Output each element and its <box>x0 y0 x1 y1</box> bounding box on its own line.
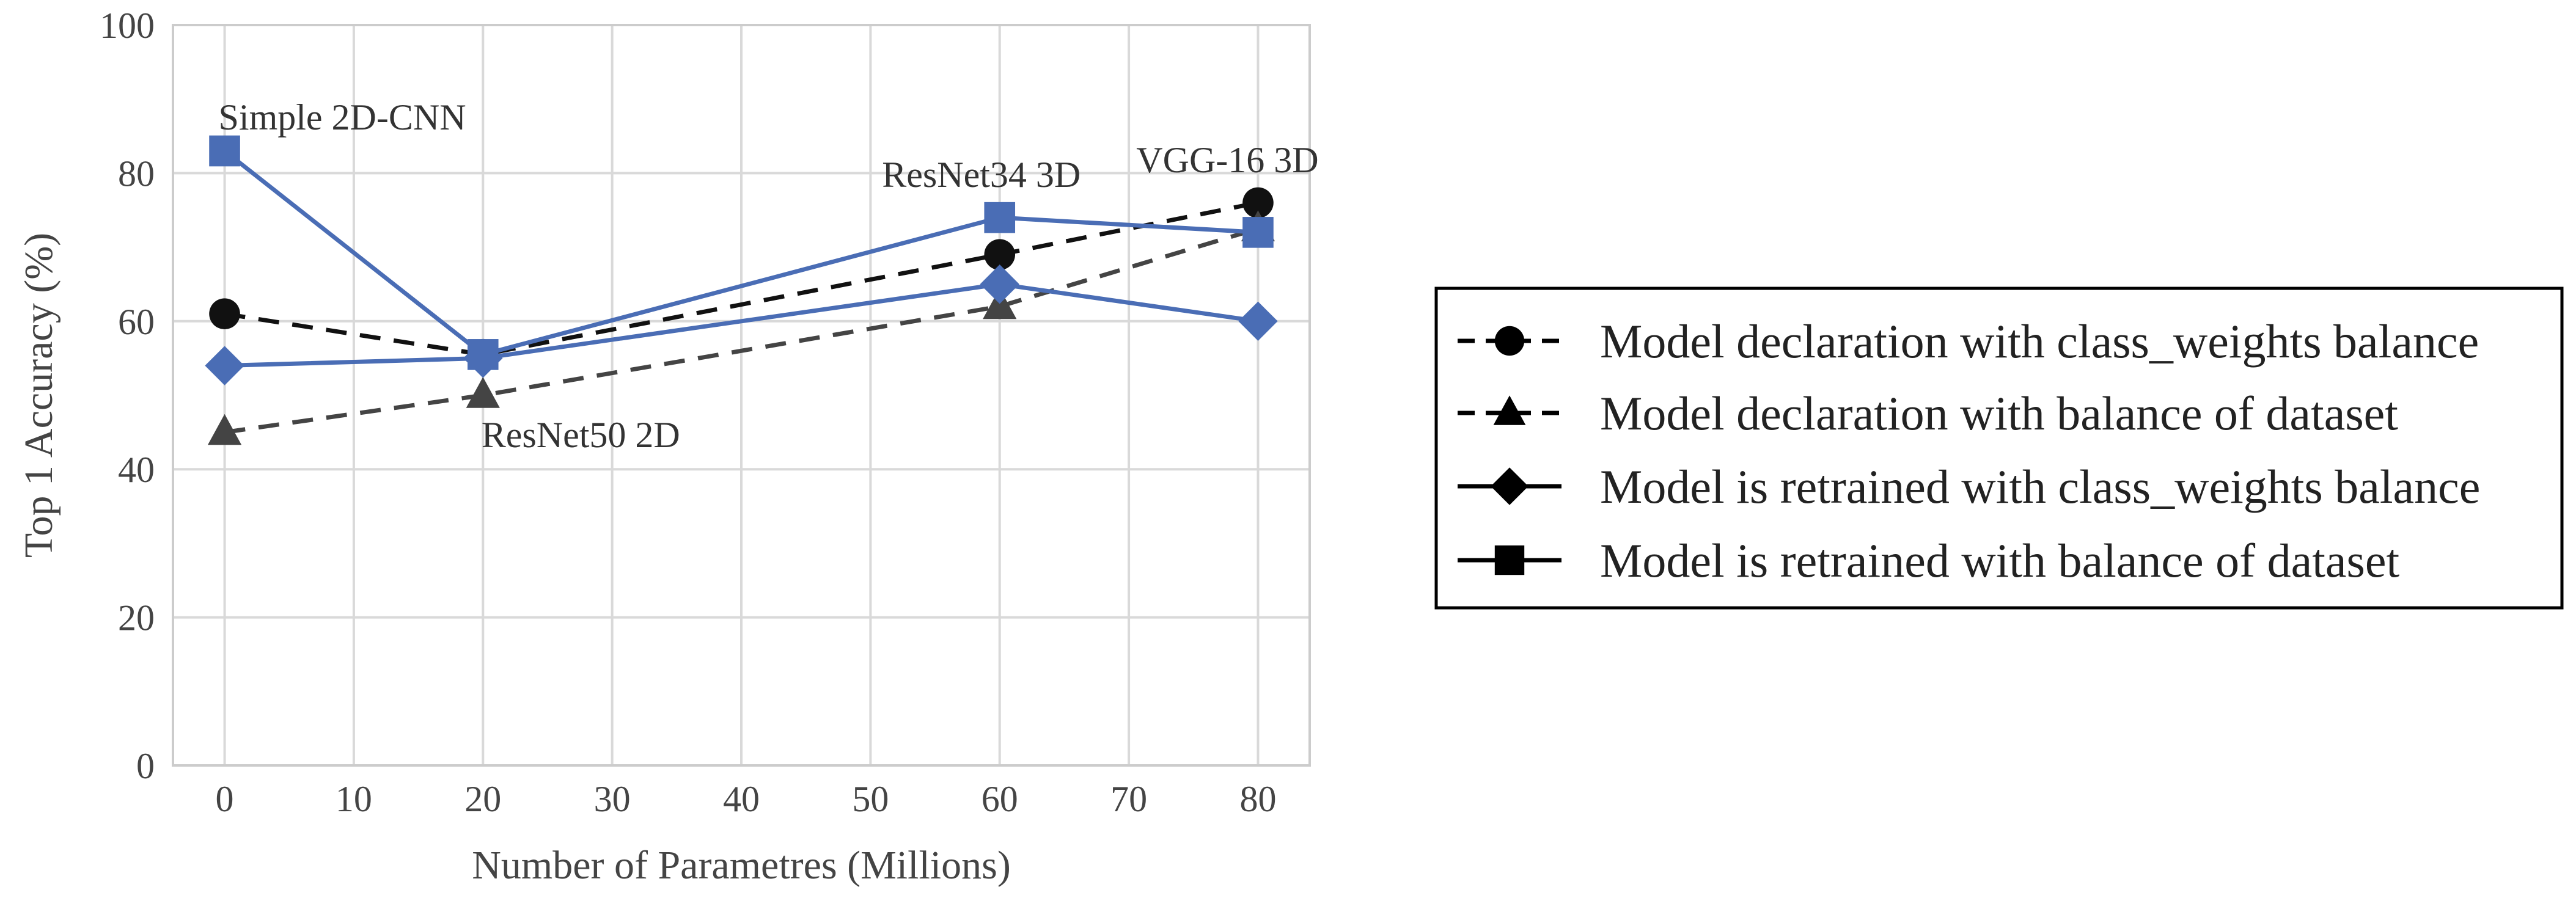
series-1-point <box>1242 187 1274 219</box>
y-tick-label: 0 <box>136 746 155 786</box>
x-axis-label: Number of Parametres (Millions) <box>472 843 1011 888</box>
y-tick-label: 60 <box>118 302 155 342</box>
legend-item-2: Model declaration with balance of datase… <box>1458 387 2398 440</box>
series-layer <box>205 135 1278 445</box>
legend-item-1: Model declaration with class_weights bal… <box>1458 315 2479 368</box>
x-tick-label: 70 <box>1110 779 1147 819</box>
series-line-1 <box>224 200 1259 357</box>
legend-label: Model is retrained with class_weights ba… <box>1600 460 2480 513</box>
plot-frame <box>172 24 1311 767</box>
series-2-point <box>466 377 500 408</box>
legend-marker <box>1493 395 1526 425</box>
series-line-2 <box>224 226 1259 435</box>
x-tick-label: 80 <box>1239 779 1276 819</box>
series-4-point <box>467 339 499 370</box>
annotations-layer: Simple 2D-CNN ResNet50 2D ResNet34 3D VGG-1… <box>219 97 1319 455</box>
series-3-point <box>980 265 1019 304</box>
annotation-label: ResNet50 2D <box>482 415 680 455</box>
x-axis-ticks: 0 10 20 30 40 50 60 70 80 <box>216 779 1277 819</box>
legend-box <box>1434 287 2564 610</box>
series-4-point <box>209 135 240 167</box>
y-axis-ticks: 0 20 40 60 80 100 <box>100 5 155 786</box>
x-tick-label: 0 <box>216 779 234 819</box>
x-tick-label: 40 <box>723 779 760 819</box>
x-tick-label: 60 <box>982 779 1018 819</box>
y-axis-label: Top 1 Accuracy (%) <box>17 233 61 558</box>
series-1-point <box>984 239 1016 271</box>
annotation-label: Simple 2D-CNN <box>219 97 466 137</box>
series-1-point <box>209 298 240 329</box>
legend-marker <box>1491 467 1528 505</box>
legend-marker <box>1494 326 1525 356</box>
legend-label: Model declaration with class_weights bal… <box>1600 315 2479 368</box>
series-1 <box>209 187 1274 370</box>
annotation-label: ResNet34 3D <box>882 155 1081 195</box>
x-tick-label: 50 <box>852 779 889 819</box>
legend-item-3: Model is retrained with class_weights ba… <box>1458 460 2480 513</box>
legend: Model declaration with class_weights bal… <box>1434 287 2564 610</box>
y-tick-label: 100 <box>100 5 155 46</box>
legend-label: Model declaration with balance of datase… <box>1600 387 2398 440</box>
series-line-4 <box>223 149 1258 357</box>
series-2-point <box>207 414 242 445</box>
y-tick-label: 80 <box>118 153 155 194</box>
legend-marker <box>1494 545 1525 575</box>
series-4-point <box>984 202 1016 233</box>
annotation-label: VGG-16 3D <box>1136 140 1318 180</box>
series-4 <box>209 135 1274 370</box>
legend-item-4: Model is retrained with balance of datas… <box>1458 534 2400 587</box>
legend-label: Model is retrained with balance of datas… <box>1600 534 2400 587</box>
series-3-point <box>1238 301 1278 341</box>
series-3-point <box>205 346 244 385</box>
y-tick-label: 40 <box>118 450 155 490</box>
series-4-point <box>1242 217 1274 248</box>
x-tick-label: 10 <box>336 779 372 819</box>
x-tick-label: 30 <box>594 779 631 819</box>
y-tick-label: 20 <box>118 598 155 638</box>
series-line-3 <box>224 282 1258 368</box>
x-tick-label: 20 <box>464 779 501 819</box>
